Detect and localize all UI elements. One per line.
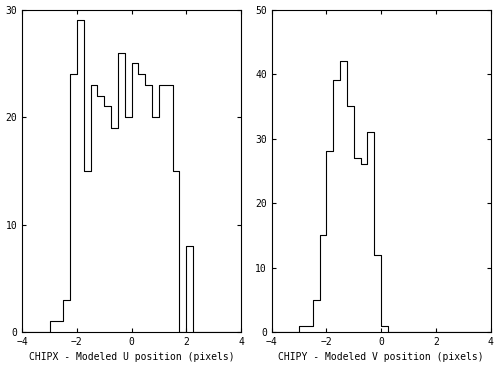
X-axis label: CHIPY - Modeled V position (pixels): CHIPY - Modeled V position (pixels) [278, 353, 484, 362]
X-axis label: CHIPX - Modeled U position (pixels): CHIPX - Modeled U position (pixels) [29, 353, 235, 362]
